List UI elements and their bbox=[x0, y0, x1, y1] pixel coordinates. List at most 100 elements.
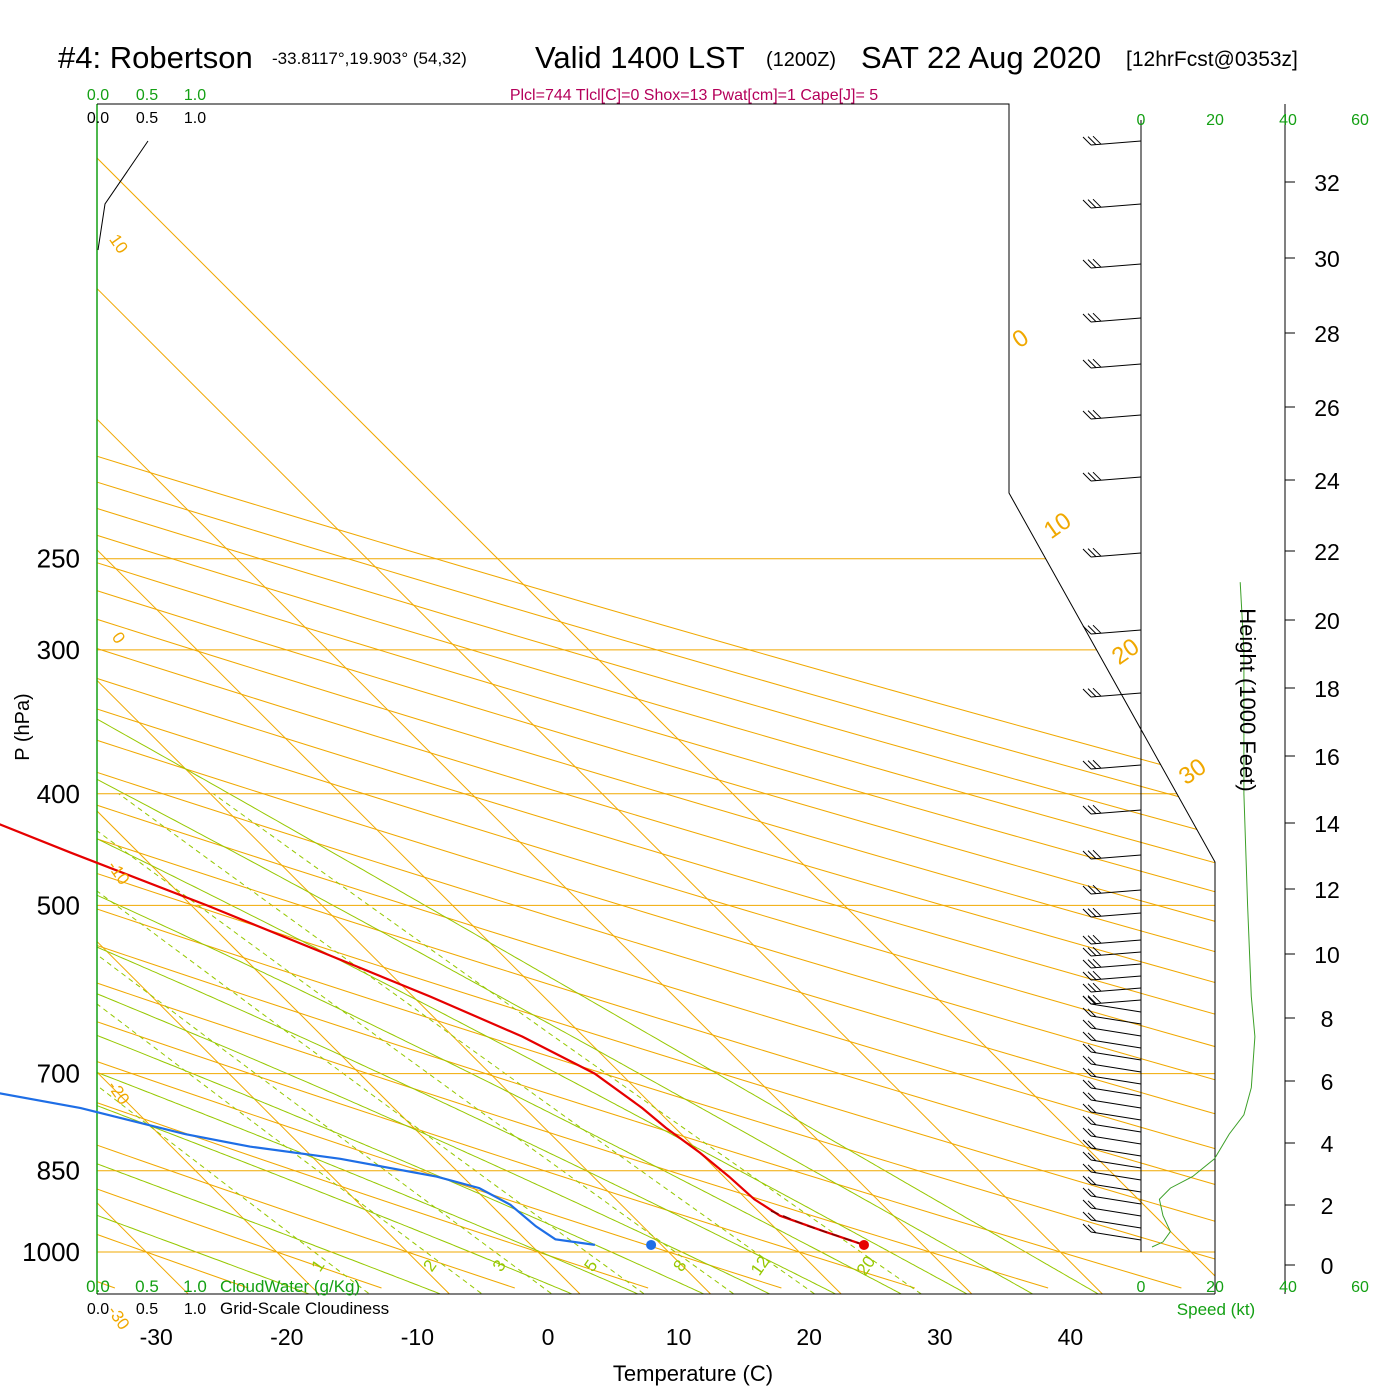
dry-adiabat-line bbox=[97, 104, 1182, 1289]
wind-barb-flag bbox=[1092, 547, 1102, 557]
isotherm-line bbox=[97, 104, 320, 1294]
zulu-time: (1200Z) bbox=[766, 49, 836, 71]
dry-adiabat-line bbox=[97, 104, 1215, 1289]
mixing-ratio-line bbox=[97, 793, 659, 1294]
wind-barb-flag bbox=[1087, 947, 1097, 956]
wind-barb-staff bbox=[1090, 1135, 1142, 1145]
speed-tick-top: 40 bbox=[1279, 112, 1297, 129]
moist-adiabat-line bbox=[97, 537, 717, 1294]
wind-barb bbox=[1082, 409, 1142, 420]
wind-barb-flag bbox=[1082, 935, 1092, 945]
wind-barb-flag bbox=[1087, 472, 1097, 481]
wind-barb bbox=[1082, 1151, 1142, 1169]
wind-barb-flag bbox=[1087, 983, 1097, 992]
wind-barb-flag bbox=[1092, 258, 1102, 268]
wind-barb-flag bbox=[1087, 1020, 1097, 1030]
wind-barb-flag bbox=[1082, 313, 1092, 323]
wind-barb-flag bbox=[1087, 625, 1097, 634]
isotherm-line bbox=[97, 104, 1103, 1294]
wind-barb-flag bbox=[1082, 983, 1092, 993]
dry-adiabat-line bbox=[97, 104, 1215, 1289]
cloud-scale-top-green: 0.0 bbox=[87, 87, 109, 104]
dry-adiabat-line bbox=[97, 104, 1215, 1289]
wind-speed-line bbox=[1151, 582, 1256, 1248]
mixing-ratio-label: 3 bbox=[489, 1256, 510, 1275]
wind-barb bbox=[1082, 994, 1142, 1005]
wind-barb bbox=[1082, 934, 1142, 945]
wind-barb bbox=[1082, 1103, 1142, 1121]
wind-barb-flag bbox=[1087, 1068, 1097, 1078]
wind-barb-flag bbox=[1082, 1211, 1092, 1221]
wind-barb-flag bbox=[1082, 1007, 1092, 1017]
wind-barb-flag bbox=[1087, 1056, 1097, 1066]
wind-barb-flag bbox=[1087, 996, 1097, 1006]
temperature-tick-label: 10 bbox=[666, 1324, 692, 1350]
wind-barb-staff bbox=[1090, 552, 1142, 558]
wind-barb-flag bbox=[1082, 548, 1092, 558]
wind-barb bbox=[1082, 1187, 1142, 1205]
wind-barb-flag bbox=[1087, 1200, 1097, 1210]
wind-barb bbox=[1082, 849, 1142, 860]
wind-barb bbox=[1082, 970, 1142, 981]
isotherm-label-right: 0 bbox=[1007, 324, 1033, 354]
wind-barb bbox=[1082, 1067, 1142, 1085]
speed-axis-label: Speed (kt) bbox=[1177, 1300, 1255, 1319]
wind-barb-flag bbox=[1087, 199, 1097, 208]
mixing-ratio-line bbox=[97, 793, 749, 1294]
pressure-tick-label: 300 bbox=[37, 635, 80, 665]
wind-barb bbox=[1082, 946, 1142, 957]
wind-barb-flag bbox=[1092, 994, 1102, 1004]
wind-barb-flag bbox=[1082, 850, 1092, 860]
temperature-tick-label: 40 bbox=[1058, 1324, 1084, 1350]
wind-barb-flag bbox=[1082, 1175, 1092, 1185]
wind-barb-staff bbox=[1090, 363, 1142, 369]
height-tick-label: 6 bbox=[1321, 1069, 1334, 1095]
speed-tick-top: 20 bbox=[1206, 112, 1224, 129]
wind-barb-flag bbox=[1082, 1031, 1092, 1041]
grid-layer bbox=[96, 103, 1295, 1295]
wind-barb-flag bbox=[1092, 958, 1102, 968]
moist-adiabat-line bbox=[97, 537, 586, 1294]
wind-barb-staff bbox=[1090, 975, 1142, 981]
wind-barb-staff bbox=[1090, 629, 1142, 635]
dry-adiabat-line bbox=[97, 104, 1215, 1289]
height-tick-label: 28 bbox=[1314, 321, 1340, 347]
wind-barb-staff bbox=[1090, 692, 1142, 698]
wind-barb-staff bbox=[1090, 999, 1142, 1005]
height-tick-label: 8 bbox=[1321, 1006, 1334, 1032]
moist-adiabat-line bbox=[97, 537, 913, 1294]
speed-tick-bottom: 20 bbox=[1206, 1279, 1224, 1296]
wind-barb-staff bbox=[1090, 809, 1142, 815]
wind-barb bbox=[1082, 1043, 1142, 1061]
wind-barb-staff bbox=[1090, 1147, 1142, 1157]
wind-barb bbox=[1082, 258, 1142, 269]
moist-adiabat-line bbox=[97, 537, 652, 1294]
dry-adiabat-line bbox=[97, 104, 1215, 1289]
height-tick-label: 20 bbox=[1314, 608, 1340, 634]
wind-barb-flag bbox=[1082, 885, 1092, 895]
wind-barb-flag bbox=[1087, 359, 1097, 368]
wind-barb-flag bbox=[1092, 358, 1102, 368]
temperature-tick-label: -30 bbox=[140, 1324, 173, 1350]
mixing-ratio-label: 12 bbox=[747, 1253, 773, 1279]
cloud-scale-top-black: 1.0 bbox=[184, 110, 206, 127]
isotherm-label-left: 0 bbox=[108, 629, 129, 648]
wind-barb-flag bbox=[1082, 1091, 1092, 1101]
isotherm-line bbox=[97, 104, 450, 1294]
wind-barb-flag bbox=[1082, 995, 1092, 1005]
wind-barb-flag bbox=[1087, 688, 1097, 697]
isotherm-line bbox=[97, 104, 973, 1294]
wind-barb bbox=[1082, 547, 1142, 558]
wind-barb-flag bbox=[1082, 1223, 1092, 1233]
dry-adiabat-line bbox=[97, 104, 1215, 1289]
right-frame bbox=[97, 103, 1216, 1294]
wind-barb-flag bbox=[1082, 1079, 1092, 1089]
wind-barb-flag bbox=[1087, 1032, 1097, 1042]
wind-barb bbox=[1082, 471, 1142, 482]
wind-barb-flag bbox=[1087, 959, 1097, 968]
wind-barb-flag bbox=[1092, 884, 1102, 894]
station-title: #4: Robertson bbox=[58, 40, 253, 75]
wind-barb-flag bbox=[1092, 934, 1102, 944]
dewpoint-line bbox=[0, 1092, 596, 1246]
wind-barb bbox=[1082, 624, 1142, 635]
